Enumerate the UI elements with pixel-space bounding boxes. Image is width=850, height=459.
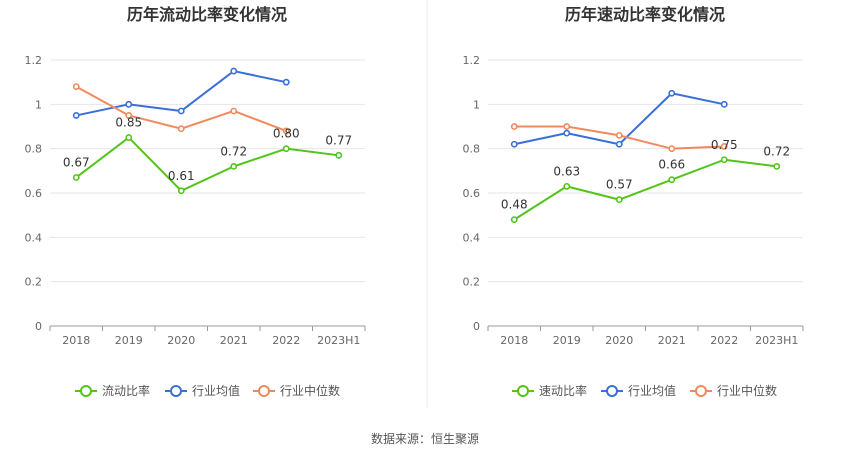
data-point (177, 107, 185, 115)
data-label: 0.72 (220, 144, 247, 158)
data-point (563, 129, 571, 137)
legend-label: 流动比率 (102, 383, 150, 398)
x-tick-label: 2021 (658, 334, 686, 347)
data-point (230, 107, 238, 115)
y-tick-label: 0 (35, 320, 42, 333)
data-point (282, 78, 290, 86)
x-tick-label: 2018 (62, 334, 90, 347)
y-tick-label: 1 (473, 98, 480, 111)
data-point (668, 89, 676, 97)
legend-marker (258, 385, 270, 397)
x-tick-label: 2023H1 (755, 334, 798, 347)
data-source-note: 数据来源：恒生聚源 (370, 432, 479, 446)
data-point (615, 196, 623, 204)
y-tick-label: 1 (35, 98, 42, 111)
y-tick-label: 0.8 (463, 143, 481, 156)
legend-item[interactable]: 行业中位数 (690, 383, 777, 398)
x-tick-label: 2022 (272, 334, 300, 347)
legend-item[interactable]: 行业均值 (601, 383, 676, 398)
legend-item[interactable]: 行业中位数 (253, 383, 340, 398)
y-tick-label: 0.2 (25, 276, 43, 289)
data-point (177, 187, 185, 195)
data-point (230, 67, 238, 75)
data-point (282, 145, 290, 153)
current-ratio-chart: 历年流动比率变化情况 0 0.2 0.4 0.6 0.8 1 1.2 2018 2019 2020 2… (25, 5, 366, 398)
legend-marker (517, 385, 529, 397)
x-tick-label: 2019 (115, 334, 143, 347)
y-tick-label: 0.4 (463, 231, 481, 244)
data-point (72, 174, 80, 181)
quick-ratio-chart: 历年速动比率变化情况 0 0.2 0.4 0.6 0.8 1 1.2 2018 2019 2020 2… (463, 5, 804, 398)
data-point (720, 100, 728, 108)
legend-marker (170, 385, 182, 397)
data-point (720, 143, 728, 150)
x-tick-label: 2021 (220, 334, 248, 347)
y-tick-label: 0 (473, 320, 480, 333)
legend-item[interactable]: 速动比率 (512, 383, 587, 398)
data-point (177, 125, 185, 133)
data-point (125, 100, 133, 108)
x-tick-label: 2022 (710, 334, 738, 347)
legend-label: 行业均值 (192, 383, 240, 398)
data-label: 0.80 (273, 127, 300, 141)
legend-marker (606, 385, 618, 397)
x-tick-label: 2018 (500, 334, 528, 347)
data-point (563, 123, 571, 130)
y-tick-label: 0.6 (463, 187, 481, 200)
data-point (125, 112, 133, 119)
data-label: 0.72 (763, 144, 790, 158)
data-point (72, 112, 80, 119)
data-point (668, 176, 676, 184)
data-label: 0.75 (711, 138, 738, 152)
legend-label: 速动比率 (539, 383, 587, 398)
y-tick-label: 0.2 (463, 276, 481, 289)
data-label: 0.67 (63, 155, 90, 169)
x-tick-label: 2019 (553, 334, 581, 347)
data-label: 0.66 (658, 158, 685, 172)
legend-marker (80, 385, 92, 397)
data-point (615, 140, 623, 148)
legend-item[interactable]: 流动比率 (75, 383, 150, 398)
chart-title: 历年流动比率变化情况 (127, 5, 287, 24)
data-label: 0.57 (606, 178, 633, 192)
data-point (72, 83, 80, 90)
y-tick-label: 0.4 (25, 231, 43, 244)
data-label: 0.85 (115, 116, 142, 130)
series-line (513, 158, 777, 221)
chart-title: 历年速动比率变化情况 (565, 5, 725, 24)
data-label: 0.48 (501, 198, 528, 212)
data-point (282, 127, 290, 135)
data-point (773, 162, 781, 170)
data-label: 0.77 (325, 133, 352, 147)
data-point (510, 123, 518, 130)
legend-label: 行业中位数 (717, 383, 777, 398)
x-tick-label: 2023H1 (317, 334, 360, 347)
data-point (510, 140, 518, 148)
data-point (510, 216, 518, 223)
y-tick-label: 0.8 (25, 143, 43, 156)
legend-item[interactable]: 行业均值 (165, 383, 240, 398)
series-line (75, 136, 339, 192)
y-tick-label: 0.6 (25, 187, 43, 200)
legend-label: 行业均值 (628, 383, 676, 398)
data-point (720, 156, 728, 164)
legend-label: 行业中位数 (280, 383, 340, 398)
data-point (335, 151, 343, 159)
legend-marker (695, 385, 707, 397)
y-tick-label: 1.2 (25, 54, 43, 67)
data-point (563, 182, 571, 190)
data-point (615, 131, 623, 139)
x-tick-label: 2020 (605, 334, 633, 347)
data-point (230, 162, 238, 170)
data-point (668, 145, 676, 153)
x-tick-label: 2020 (167, 334, 195, 347)
y-tick-label: 1.2 (463, 54, 481, 67)
data-label: 0.61 (168, 169, 195, 183)
data-point (125, 134, 133, 141)
data-label: 0.63 (553, 164, 580, 178)
